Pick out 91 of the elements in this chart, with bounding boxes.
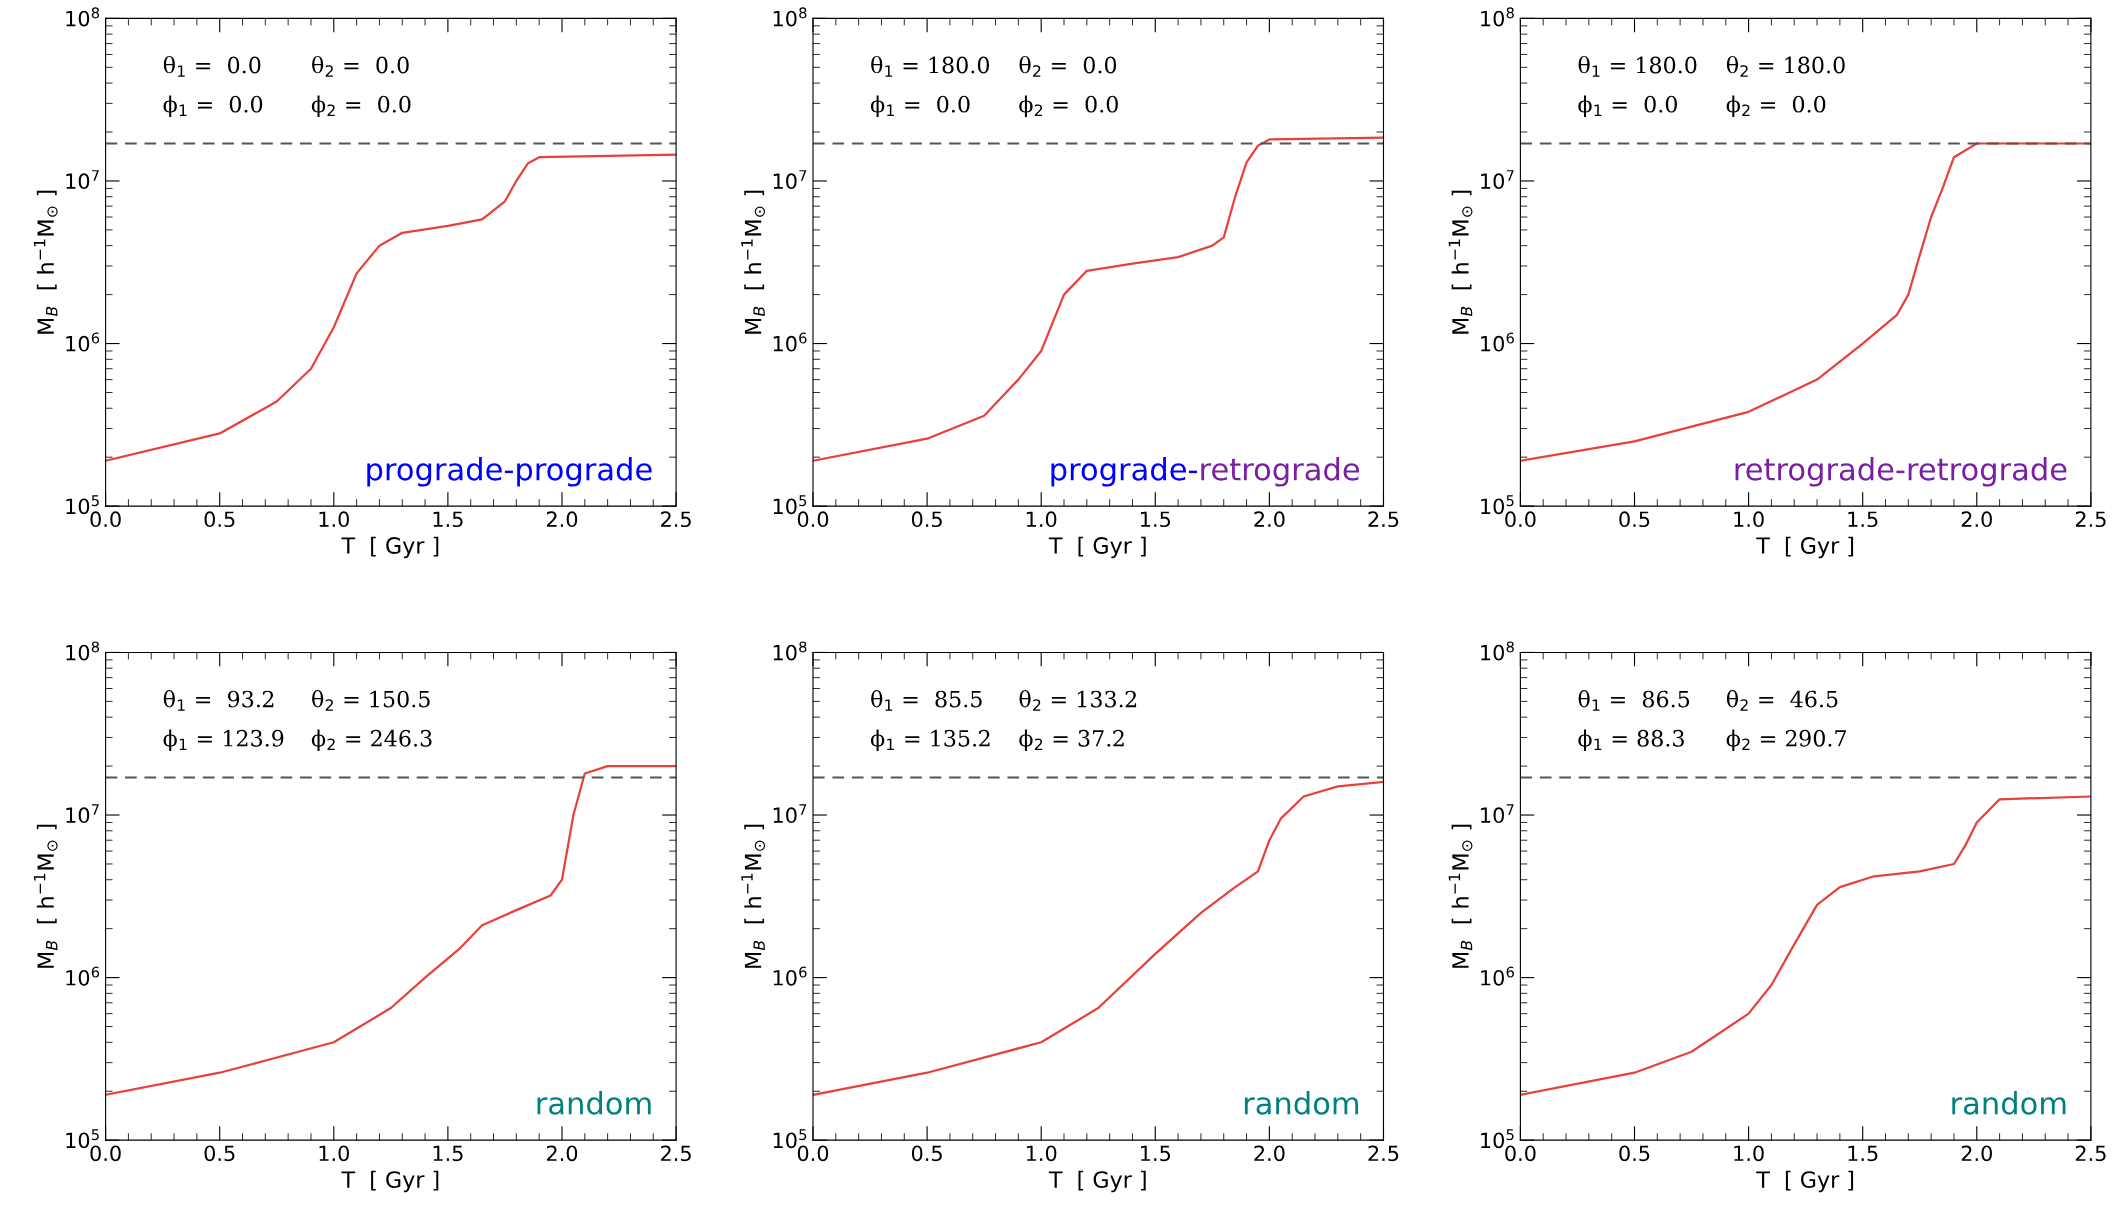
y-tick-label: 10$^{6}$ bbox=[66, 966, 100, 986]
annotation: θ$_{1}$ = 0.0 bbox=[163, 55, 261, 77]
x-tick-label: 1.0 bbox=[319, 511, 349, 528]
y-axis-title: M$_{B}$ [ h$^{−1}$M$_{⊙}$ ] bbox=[741, 190, 766, 334]
x-tick-label: 2.5 bbox=[2075, 1145, 2106, 1162]
x-axis-title: T [ Gyr ] bbox=[341, 536, 439, 559]
y-tick-label: 10$^{8}$ bbox=[773, 7, 807, 27]
x-tick-label: 1.5 bbox=[433, 1145, 463, 1162]
y-tick-label: 10$^{6}$ bbox=[773, 966, 807, 986]
x-tick-label: 1.0 bbox=[1734, 511, 1764, 528]
annotation: ϕ$_{1}$ = 135.2 bbox=[870, 729, 990, 751]
x-tick-label: 2.0 bbox=[1961, 1145, 1992, 1162]
x-tick-label: 1.0 bbox=[1026, 511, 1057, 528]
y-tick-label: 10$^{8}$ bbox=[1481, 7, 1514, 27]
x-tick-label: 2.0 bbox=[546, 1145, 578, 1162]
y-tick-label: 10$^{7}$ bbox=[1481, 170, 1514, 190]
annotation: ϕ$_{1}$ = 0.0 bbox=[870, 95, 970, 117]
annotation: ϕ$_{1}$ = 88.3 bbox=[1578, 729, 1684, 751]
y-tick-label: 10$^{8}$ bbox=[66, 641, 100, 661]
y-tick-label: 10$^{6}$ bbox=[773, 332, 807, 352]
x-tick-label: 0.5 bbox=[204, 511, 235, 528]
annotation: prograde-prograde bbox=[367, 457, 652, 487]
annotation: random bbox=[1952, 1091, 2066, 1115]
x-tick-label: 2.5 bbox=[1368, 511, 1399, 528]
annotation: θ$_{1}$ = 180.0 bbox=[871, 55, 990, 77]
y-tick-label: 10$^{7}$ bbox=[773, 170, 807, 190]
y-axis-title: M$_{B}$ [ h$^{−1}$M$_{⊙}$ ] bbox=[33, 824, 58, 968]
y-tick-label: 10$^{6}$ bbox=[1481, 332, 1514, 352]
x-axis-title: T [ Gyr ] bbox=[1756, 536, 1854, 559]
y-axis-title: M$_{B}$ [ h$^{−1}$M$_{⊙}$ ] bbox=[33, 190, 58, 334]
annotation: θ$_{1}$ = 93.2 bbox=[163, 690, 274, 711]
annotation: θ$_{2}$ = 133.2 bbox=[1019, 690, 1137, 711]
annotation: random bbox=[1244, 1091, 1359, 1115]
annotation: θ$_{2}$ = 150.5 bbox=[312, 690, 430, 711]
annotation: retrograde-retrograde bbox=[1735, 457, 2067, 487]
x-tick-label: 2.0 bbox=[1254, 1145, 1285, 1162]
y-axis-title: M$_{B}$ [ h$^{−1}$M$_{⊙}$ ] bbox=[1448, 190, 1473, 334]
annotation: θ$_{1}$ = 86.5 bbox=[1578, 690, 1690, 711]
x-tick-label: 2.5 bbox=[1368, 1145, 1399, 1162]
annotation: random bbox=[537, 1091, 651, 1115]
annotation: ϕ$_{2}$ = 0.0 bbox=[1726, 95, 1826, 117]
y-tick-label: 10$^{7}$ bbox=[773, 804, 807, 824]
annotation: ϕ$_{2}$ = 0.0 bbox=[311, 95, 411, 117]
x-axis-title: T [ Gyr ] bbox=[1756, 1170, 1854, 1193]
y-tick-label: 10$^{8}$ bbox=[773, 641, 807, 661]
annotation: θ$_{1}$ = 85.5 bbox=[871, 690, 982, 711]
x-tick-label: 1.0 bbox=[319, 1145, 349, 1162]
y-tick-label: 10$^{7}$ bbox=[1481, 804, 1514, 824]
annotation: ϕ$_{2}$ = 37.2 bbox=[1019, 729, 1124, 751]
x-tick-label: 2.0 bbox=[1961, 511, 1992, 528]
annotation: θ$_{2}$ = 0.0 bbox=[1019, 55, 1117, 77]
x-axis-title: T [ Gyr ] bbox=[1048, 1170, 1146, 1193]
x-tick-label: 1.5 bbox=[1141, 511, 1171, 528]
y-axis-title: M$_{B}$ [ h$^{−1}$M$_{⊙}$ ] bbox=[1448, 824, 1473, 968]
annotation: prograde- bbox=[1051, 457, 1198, 487]
x-tick-label: 1.5 bbox=[1141, 1145, 1171, 1162]
y-tick-label: 10$^{6}$ bbox=[1481, 966, 1514, 986]
x-tick-label: 1.5 bbox=[433, 511, 463, 528]
y-tick-label: 10$^{8}$ bbox=[66, 7, 100, 27]
x-tick-label: 2.5 bbox=[661, 1145, 691, 1162]
annotation: ϕ$_{2}$ = 0.0 bbox=[1019, 95, 1118, 117]
annotation: θ$_{2}$ = 46.5 bbox=[1726, 690, 1838, 711]
x-tick-label: 0.5 bbox=[1619, 511, 1650, 528]
annotation: ϕ$_{1}$ = 0.0 bbox=[1578, 95, 1677, 117]
y-tick-label: 10$^{7}$ bbox=[66, 804, 99, 824]
x-axis-title: T [ Gyr ] bbox=[341, 1170, 439, 1193]
annotation: θ$_{2}$ = 0.0 bbox=[312, 55, 409, 77]
x-tick-label: 1.0 bbox=[1734, 1145, 1764, 1162]
x-tick-label: 0.5 bbox=[204, 1145, 235, 1162]
x-tick-label: 2.5 bbox=[661, 511, 691, 528]
annotation: θ$_{1}$ = 180.0 bbox=[1578, 55, 1697, 77]
x-tick-label: 1.5 bbox=[1848, 511, 1878, 528]
annotation: retrograde bbox=[1201, 457, 1360, 487]
y-tick-label: 10$^{7}$ bbox=[66, 170, 99, 190]
annotation: ϕ$_{1}$ = 0.0 bbox=[163, 95, 263, 117]
x-tick-label: 0.5 bbox=[911, 1145, 942, 1162]
x-tick-label: 0.5 bbox=[1619, 1145, 1650, 1162]
y-tick-label: 10$^{6}$ bbox=[66, 332, 100, 352]
x-tick-label: 2.0 bbox=[546, 511, 578, 528]
x-tick-label: 2.5 bbox=[2075, 511, 2106, 528]
x-tick-label: 1.5 bbox=[1848, 1145, 1878, 1162]
x-tick-label: 1.0 bbox=[1026, 1145, 1057, 1162]
annotation: ϕ$_{2}$ = 246.3 bbox=[311, 729, 432, 751]
x-tick-label: 0.5 bbox=[911, 511, 942, 528]
annotation: ϕ$_{2}$ = 290.7 bbox=[1726, 729, 1846, 751]
x-tick-label: 2.0 bbox=[1254, 511, 1285, 528]
annotation: θ$_{2}$ = 180.0 bbox=[1726, 55, 1845, 77]
y-axis-title: M$_{B}$ [ h$^{−1}$M$_{⊙}$ ] bbox=[741, 824, 766, 968]
y-tick-label: 10$^{8}$ bbox=[1481, 641, 1514, 661]
x-axis-title: T [ Gyr ] bbox=[1048, 536, 1146, 559]
annotation: ϕ$_{1}$ = 123.9 bbox=[163, 729, 284, 751]
